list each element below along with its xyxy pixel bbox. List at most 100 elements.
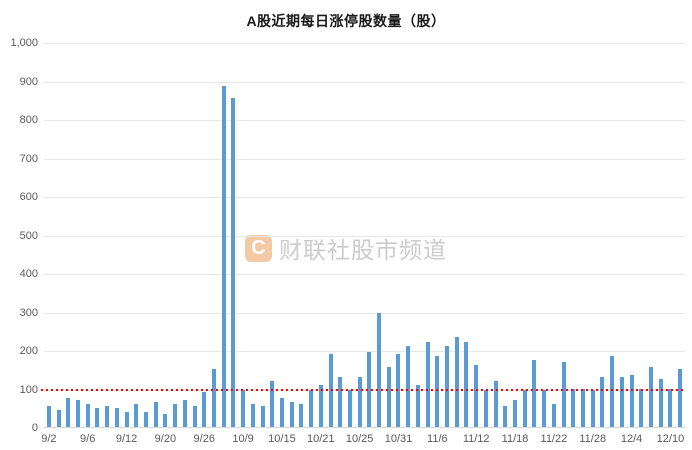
x-tick-label: 9/20	[154, 433, 177, 445]
x-tick-label: 10/9	[232, 433, 254, 445]
gridline	[44, 274, 685, 275]
bar-11/1	[406, 346, 411, 427]
y-tick-label: 300	[19, 306, 38, 319]
bar-10/21	[318, 384, 323, 427]
bar-12/4	[629, 375, 634, 427]
x-tick-label: 11/18	[501, 433, 529, 445]
bar-11/22	[551, 403, 556, 427]
bar-10/11	[260, 405, 265, 427]
bar-11/13	[483, 390, 488, 427]
x-tick-label: 11/22	[540, 433, 568, 445]
bar-11/28	[590, 390, 595, 427]
bar-9/4	[66, 398, 71, 427]
y-tick-label: 800	[19, 114, 38, 126]
gridline	[44, 197, 685, 198]
y-tick-label: 600	[19, 191, 38, 203]
bar-10/17	[299, 403, 304, 427]
x-tick-label: 10/25	[345, 433, 374, 445]
bar-11/15	[503, 405, 508, 427]
chart-title: A股近期每日涨停股数量（股）	[246, 13, 446, 29]
bar-10/30	[386, 367, 391, 427]
bar-9/9	[95, 407, 100, 427]
bar-11/7	[445, 346, 450, 427]
bar-11/27	[581, 388, 586, 427]
bar-12/3	[619, 376, 624, 427]
bar-9/30	[221, 86, 226, 427]
bar-11/14	[493, 380, 498, 427]
bar-9/20	[163, 413, 168, 427]
bar-9/23	[173, 403, 178, 427]
bar-11/4	[415, 384, 420, 427]
bar-11/19	[522, 390, 527, 427]
gridline	[44, 158, 685, 160]
bar-11/12	[474, 365, 479, 427]
bar-9/12	[124, 411, 129, 427]
gridline	[44, 351, 685, 352]
bar-9/13	[134, 403, 139, 427]
bar-10/29	[377, 313, 382, 427]
bar-10/16	[289, 401, 294, 427]
bar-11/5	[425, 342, 430, 427]
bar-9/11	[114, 407, 119, 427]
x-tick-label: 10/15	[268, 433, 296, 445]
x-tick-label: 9/12	[115, 433, 138, 445]
bar-10/18	[309, 390, 314, 427]
y-tick-label: 400	[19, 268, 38, 280]
bar-11/20	[532, 359, 537, 427]
bar-9/27	[211, 369, 216, 427]
bar-10/15	[279, 398, 284, 427]
gridline	[44, 235, 685, 237]
y-tick-label: 200	[19, 345, 38, 357]
bar-9/18	[143, 411, 148, 427]
bar-9/24	[182, 400, 187, 427]
bar-11/8	[454, 336, 459, 427]
y-tick-label: 1,000	[10, 37, 38, 49]
bar-10/23	[338, 376, 343, 427]
bar-9/2	[46, 405, 51, 427]
reference-line	[41, 388, 685, 391]
y-tick-label: 0	[31, 422, 38, 434]
bar-10/9	[241, 390, 246, 427]
x-tick-label: 12/4	[620, 433, 643, 445]
x-tick-label: 11/6	[427, 433, 448, 445]
bar-12/11	[678, 369, 683, 427]
gridline	[44, 81, 685, 83]
bar-11/29	[600, 376, 605, 427]
gridline	[44, 120, 685, 121]
x-tick-label: 10/21	[307, 433, 335, 445]
x-tick-label: 12/10	[656, 433, 685, 445]
x-tick-label: 9/6	[80, 433, 96, 445]
y-tick-label: 900	[19, 75, 38, 88]
bar-11/18	[513, 400, 518, 427]
x-tick-label: 10/31	[384, 433, 413, 445]
plot-area	[41, 43, 685, 428]
x-tick-label: 11/12	[462, 433, 490, 445]
bar-9/25	[192, 405, 197, 427]
x-tick-label: 9/26	[193, 433, 215, 445]
bar-10/8	[231, 97, 236, 427]
x-tick-label: 11/28	[579, 433, 607, 445]
bar-9/6	[85, 403, 90, 427]
bar-11/26	[571, 388, 576, 427]
bar-9/26	[202, 392, 207, 427]
bar-10/24	[347, 390, 352, 427]
bar-11/6	[435, 355, 440, 427]
x-tick-label: 9/2	[41, 433, 57, 445]
bar-10/25	[357, 376, 362, 427]
gridline	[44, 43, 685, 44]
bar-12/9	[658, 378, 663, 427]
bar-9/3	[56, 409, 61, 427]
bar-12/6	[649, 367, 653, 427]
bar-12/2	[610, 355, 615, 427]
bar-10/10	[250, 403, 255, 427]
bar-10/14	[270, 380, 275, 427]
y-tick-label: 700	[19, 152, 38, 165]
bar-9/19	[153, 401, 158, 427]
y-tick-label: 500	[19, 229, 38, 242]
y-tick-label: 100	[19, 383, 38, 396]
bar-11/21	[542, 390, 547, 427]
bar-9/10	[105, 405, 110, 427]
bar-11/11	[464, 342, 469, 427]
bar-9/5	[75, 400, 80, 427]
